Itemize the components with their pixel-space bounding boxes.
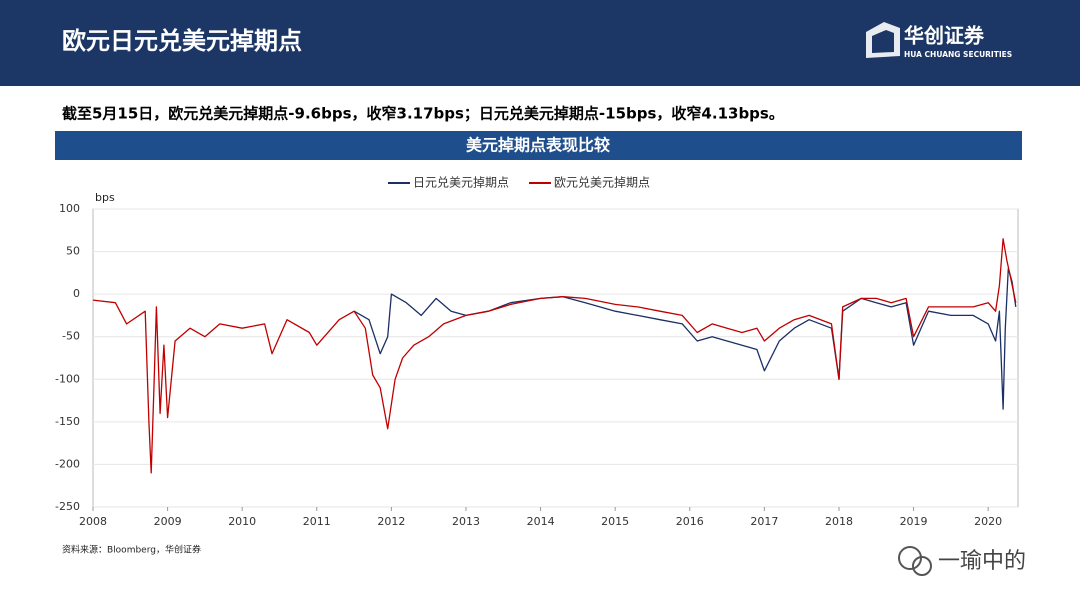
x-tick-label: 2015 [601,515,629,528]
x-tick-label: 2019 [900,515,928,528]
x-tick-label: 2017 [750,515,778,528]
banner-text: 美元掉期点表现比较 [466,136,610,155]
y-tick-label: 100 [59,202,80,215]
y-tick-label: -200 [55,457,80,470]
source: 资料来源：Bloomberg，华创证券 [62,544,201,556]
summary: 截至5月15日，欧元兑美元掉期点-9.6bps，收窄3.17bps；日元兑美元掉… [62,105,784,123]
series-line [92,238,1017,474]
y-tick-label: -150 [55,415,80,428]
y-unit: bps [95,191,115,204]
legend: 日元兑美元掉期点 欧元兑美元掉期点 [388,176,650,190]
x-tick-label: 2008 [79,515,107,528]
y-tick-label: 0 [73,287,80,300]
watermark-text: 一瑜中的 [938,549,1026,574]
logo-sub: HUA CHUANG SECURITIES [904,50,1012,59]
legend-label: 欧元兑美元掉期点 [554,176,650,190]
x-tick-label: 2009 [154,515,182,528]
y-tick-label: -50 [62,330,80,343]
x-tick-label: 2020 [974,515,1002,528]
y-tick-label: -250 [55,500,80,513]
watermark: 一瑜中的 [898,546,1026,576]
plot: -250 -200 -150 -100 -50 0 50 100 2008 2009 2010 201… [55,202,1018,528]
logo-name: 华创证券 [904,24,985,48]
series-line [353,267,1017,410]
x-tick-label: 2010 [228,515,256,528]
legend-label: 日元兑美元掉期点 [413,176,509,190]
y-tick-label: 50 [66,245,80,258]
x-tick-label: 2018 [825,515,853,528]
x-tick-label: 2011 [303,515,331,528]
x-tick-label: 2014 [527,515,555,528]
logo: 华创证券 HUA CHUANG SECURITIES [866,22,1012,59]
y-tick-label: -100 [55,372,80,385]
banner [55,131,1022,160]
plot-frame [92,208,1019,508]
x-tick-label: 2012 [377,515,405,528]
x-tick-label: 2016 [676,515,704,528]
slide-title: 欧元日元兑美元掉期点 [62,27,302,55]
x-tick-label: 2013 [452,515,480,528]
